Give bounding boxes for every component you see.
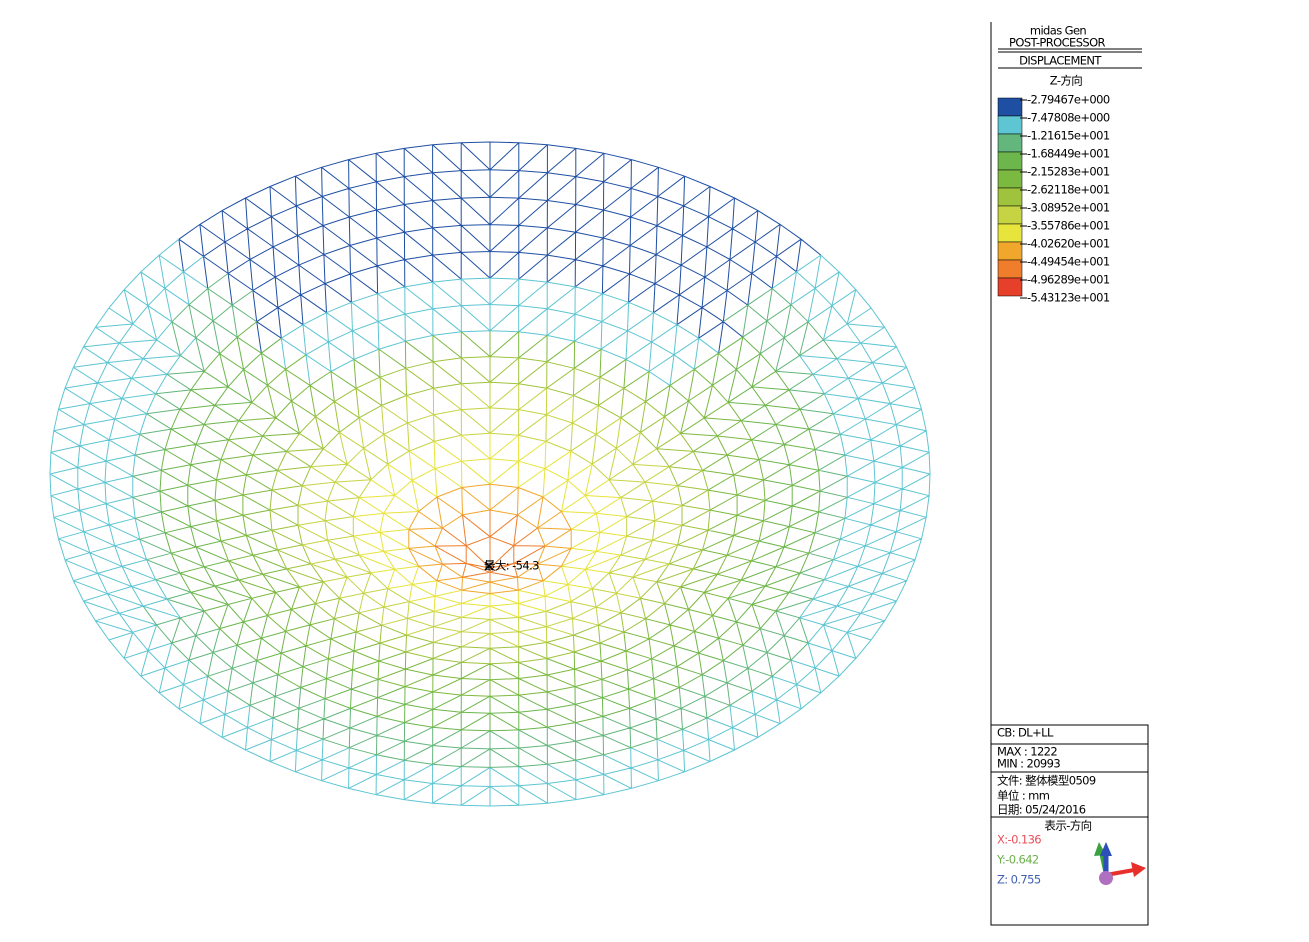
legend-swatch — [997, 133, 1023, 153]
legend-swatch — [997, 205, 1023, 225]
mesh-lines — [434, 510, 546, 583]
mesh-lines — [353, 433, 627, 620]
mesh-lines — [297, 382, 683, 649]
max-node: MAX : 1222 — [997, 745, 1057, 759]
file-name: 文件: 整体模型0509 — [997, 774, 1096, 788]
legend-label: -3.08952e+001 — [1027, 201, 1110, 215]
legend-label: -3.55786e+001 — [1027, 219, 1110, 233]
mesh-lines — [178, 141, 822, 354]
mesh — [49, 141, 931, 807]
legend-swatch — [997, 151, 1023, 171]
legend-label: -4.02620e+001 — [1027, 237, 1110, 251]
program-name: midas Gen — [1030, 24, 1087, 38]
min-node: MIN : 20993 — [997, 757, 1060, 771]
legend-swatch — [997, 223, 1023, 243]
legend-swatch — [997, 115, 1023, 135]
module-name: POST-PROCESSOR — [1009, 36, 1106, 50]
mesh-lines — [408, 483, 572, 594]
view-z: Z: 0.755 — [997, 873, 1041, 887]
view-x: X:-0.136 — [997, 833, 1041, 847]
legend-label: -5.43123e+001 — [1027, 291, 1110, 305]
mesh-lines — [132, 272, 848, 768]
legend-label: -1.21615e+001 — [1027, 129, 1110, 143]
legend-label: -2.79467e+000 — [1027, 93, 1110, 107]
legend-label: -2.62118e+001 — [1027, 183, 1110, 197]
mesh-lines — [49, 238, 931, 807]
legend-swatch — [997, 241, 1023, 261]
legend-swatch — [997, 187, 1023, 207]
legend-label: -4.49454e+001 — [1027, 255, 1110, 269]
component-name: Z-方向 — [1050, 74, 1083, 88]
max-marker — [484, 561, 494, 571]
result-name: DISPLACEMENT — [1019, 54, 1102, 68]
legend-swatch — [997, 259, 1023, 279]
mesh-lines — [159, 321, 821, 732]
mesh-lines — [214, 330, 766, 697]
legend-swatch — [997, 277, 1023, 297]
legend-label: -2.15283e+001 — [1027, 165, 1110, 179]
legend: -2.79467e+000 -7.47808e+000 -1.21615e+001 -… — [997, 93, 1110, 305]
legend-swatch — [997, 97, 1023, 117]
legend-label: -1.68449e+001 — [1027, 147, 1110, 161]
mesh-lines — [269, 356, 711, 665]
legend-swatch — [997, 169, 1023, 189]
legend-label: -7.47808e+000 — [1027, 111, 1110, 125]
load-case: CB: DL+LL — [997, 726, 1054, 740]
unit: 单位 : mm — [997, 789, 1050, 803]
view-title: 表示-方向 — [1044, 819, 1091, 833]
legend-label: -4.96289e+001 — [1027, 273, 1110, 287]
date: 日期: 05/24/2016 — [997, 803, 1086, 817]
info-box — [990, 724, 1149, 926]
view-y: Y:-0.642 — [996, 853, 1039, 867]
axis-triad — [1094, 842, 1146, 885]
max-annotation: 最大: -54.3 — [484, 559, 539, 573]
